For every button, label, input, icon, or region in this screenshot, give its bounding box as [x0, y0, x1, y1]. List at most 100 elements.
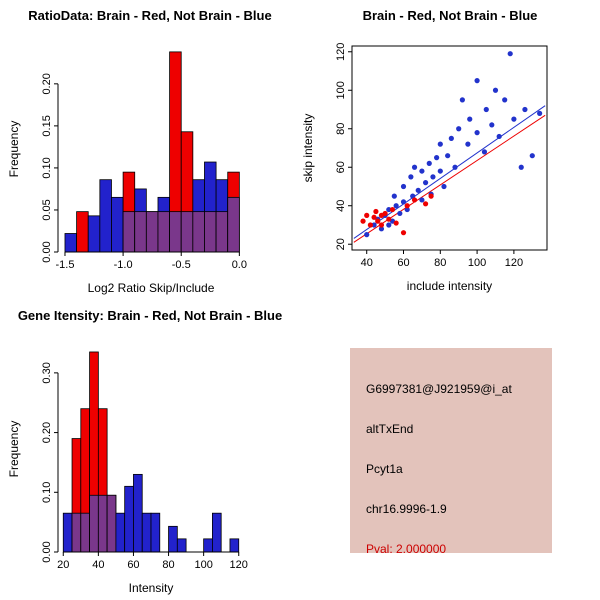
scatter-point	[404, 206, 410, 213]
y-tick-label: 120	[335, 43, 347, 61]
y-axis-label: skip intensity	[301, 114, 315, 183]
y-axis-label: Frequency	[7, 421, 21, 478]
hist-bar-blue	[150, 512, 161, 553]
x-tick-label: 40	[361, 257, 373, 269]
hist-bar-overlap	[204, 211, 217, 253]
hist-bar-blue	[212, 512, 222, 553]
x-tick-label: -1.5	[55, 259, 74, 271]
scatter-point	[441, 183, 447, 190]
x-tick-label: 120	[230, 559, 248, 571]
y-tick-label: 0.00	[41, 541, 53, 562]
info-line-0: G6997381@J921959@i_at	[366, 382, 512, 396]
hist-bar-overlap	[180, 211, 194, 253]
scatter-point	[378, 222, 385, 228]
hist-bar-overlap	[106, 494, 117, 553]
panel-intensity-scatter: Brain - Red, Not Brain - Blue 40 60 80 100 1…	[300, 0, 600, 300]
scatter-point	[404, 203, 410, 209]
hist-bar-overlap	[192, 211, 205, 253]
x-tick-label: 120	[505, 257, 523, 269]
y-tick-label: 20	[335, 238, 347, 250]
y-tick-label: 40	[335, 200, 347, 212]
hist-bar-blue	[87, 215, 101, 253]
hist-bar-blue	[168, 525, 178, 553]
hist-bar-overlap	[215, 211, 229, 253]
scatter-point	[364, 232, 370, 238]
hist-bar-blue	[115, 512, 126, 553]
y-tick-label: 0.20	[41, 422, 53, 443]
hist-bar-overlap	[89, 494, 99, 553]
scatter-point	[386, 206, 392, 213]
hist-bar-blue	[203, 538, 213, 553]
scatter-point	[391, 193, 397, 199]
scatter-point	[465, 141, 471, 147]
scatter-point	[437, 141, 443, 147]
scatter-point	[522, 106, 528, 113]
scatter-title: Brain - Red, Not Brain - Blue	[362, 8, 538, 23]
scatter-point	[371, 214, 377, 220]
regression-line	[353, 114, 546, 243]
y-tick-label: 100	[335, 81, 347, 99]
info-line-4: Pval: 2.000000	[366, 542, 447, 556]
x-tick-label: 60	[397, 257, 409, 269]
scatter-point	[386, 222, 392, 228]
plot-box	[351, 45, 548, 251]
y-tick-label: 0.00	[41, 241, 53, 262]
hist-bar-overlap	[145, 211, 159, 253]
scatter-point	[467, 116, 473, 122]
scatter-point	[511, 116, 517, 122]
scatter-point	[502, 97, 508, 103]
y-tick-label: 0.30	[41, 362, 53, 383]
hist-bar-blue	[229, 538, 240, 553]
x-tick-label: -1.0	[114, 259, 133, 271]
scatter-point	[422, 180, 429, 186]
y-tick-label: 80	[335, 123, 347, 135]
x-tick-label: 0.0	[232, 259, 247, 271]
scatter-point	[410, 193, 416, 199]
y-tick-label: 0.20	[41, 73, 53, 94]
ratio-histogram-title: RatioData: Brain - Red, Not Brain - Blue	[28, 8, 272, 23]
scatter-point	[393, 220, 399, 226]
x-tick-label: -0.5	[172, 259, 191, 271]
scatter-point	[434, 155, 440, 161]
info-line-3: chr16.9996-1.9	[366, 502, 447, 516]
panel-gene-histogram: Gene Itensity: Brain - Red, Not Brain - …	[0, 300, 300, 600]
y-tick-label: 0.15	[41, 115, 53, 136]
x-axis-label: Intensity	[129, 581, 174, 595]
scatter-point	[378, 226, 385, 232]
ratio-histogram-chart: -1.5 -1.0 -0.5 0.0 0.00 0.05 0.10 0.15 0.20 Log2 …	[7, 51, 247, 295]
hist-bar-overlap	[80, 512, 90, 553]
scatter-point	[518, 164, 524, 170]
scatter-point	[537, 110, 543, 116]
scatter-point	[437, 168, 443, 174]
scatter-point	[367, 222, 373, 228]
info-box: G6997381@J921959@i_at altTxEnd Pcyt1a chr16…	[350, 348, 552, 556]
scatter-point	[415, 187, 421, 193]
panel-gene-info: G6997381@J921959@i_at altTxEnd Pcyt1a chr16…	[300, 300, 600, 600]
scatter-point	[371, 222, 377, 228]
hist-bar-blue	[99, 179, 112, 253]
scatter-point	[492, 87, 499, 93]
intensity-scatter-chart: 40 60 80 100 120 20 40 60 80 100 120 include intens…	[301, 43, 548, 293]
hist-bar-overlap	[122, 211, 136, 253]
scatter-point	[422, 201, 429, 207]
y-tick-label: 60	[335, 161, 347, 173]
regression-line	[353, 105, 546, 239]
x-tick-label: 80	[434, 257, 446, 269]
scatter-point	[400, 199, 407, 205]
scatter-point	[400, 183, 407, 190]
hist-bar-blue	[62, 512, 73, 553]
scatter-point	[483, 106, 489, 113]
y-tick-label: 0.10	[41, 482, 53, 503]
y-tick-label: 0.05	[41, 199, 53, 220]
scatter-point	[459, 97, 465, 103]
hist-bar-blue	[141, 512, 152, 553]
scatter-point	[393, 203, 399, 209]
scatter-point	[408, 174, 414, 180]
scatter-point	[411, 197, 418, 203]
scatter-point	[445, 153, 451, 159]
x-tick-label: 20	[57, 559, 69, 571]
panel-ratio-histogram: RatioData: Brain - Red, Not Brain - Blue…	[0, 0, 300, 300]
y-tick-label: 0.10	[41, 157, 53, 178]
y-axis-label: Frequency	[7, 121, 21, 178]
